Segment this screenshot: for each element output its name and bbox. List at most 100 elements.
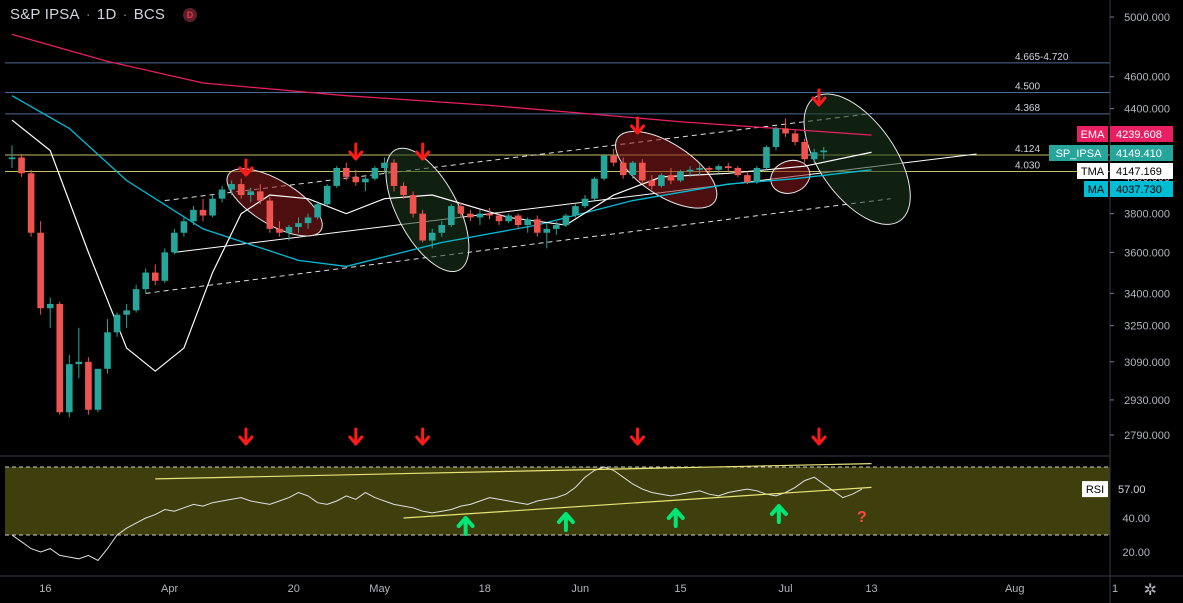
- tag-name: MA: [1088, 184, 1105, 196]
- candle-body: [791, 133, 799, 142]
- candle-body: [94, 368, 102, 410]
- candle-body: [744, 175, 751, 183]
- tag-value-box: [1110, 126, 1173, 142]
- tag-value-box: [1110, 181, 1173, 197]
- candle-body: [763, 147, 770, 168]
- candle-body: [419, 213, 426, 241]
- ema-line: [11, 33, 872, 136]
- tag-value-box: [1110, 145, 1173, 161]
- time-tick-label: Jul: [779, 583, 793, 595]
- candle-body: [514, 215, 522, 226]
- candle-body: [543, 228, 551, 233]
- candle-body: [533, 219, 541, 233]
- up-arrow-icon: [769, 504, 788, 524]
- down-arrow-icon: [238, 427, 254, 446]
- down-arrow-icon: [630, 427, 646, 446]
- candle-body: [495, 215, 503, 222]
- candle-body: [285, 226, 293, 233]
- candle-body: [438, 225, 446, 233]
- down-arrow-icon: [415, 142, 431, 161]
- symbol-name[interactable]: S&P IPSA: [10, 6, 80, 23]
- candle-body: [448, 206, 455, 226]
- candle-body: [801, 141, 808, 160]
- tag-name: EMA: [1081, 129, 1106, 141]
- candle-body: [113, 314, 121, 333]
- candle-body: [257, 191, 264, 201]
- time-tick-label: 18: [479, 583, 491, 595]
- candle-body: [629, 162, 637, 176]
- price-tick-label: 2930.000: [1124, 395, 1170, 407]
- rsi-tag-value: 57.00: [1118, 484, 1146, 496]
- price-tag-ema: EMA 4239.608: [1077, 126, 1173, 142]
- candle-body: [639, 162, 646, 181]
- channel-lower-dashed: [145, 198, 891, 294]
- down-arrow-icon: [348, 427, 364, 446]
- rsi-resistance-line: [155, 463, 872, 480]
- candle-body: [190, 209, 197, 222]
- candle-body: [782, 128, 789, 134]
- tma-line: [11, 119, 872, 372]
- candle-body: [381, 162, 388, 168]
- level-label: 4.665-4.720: [1015, 52, 1069, 63]
- candle-body: [409, 195, 417, 214]
- candle-body: [342, 167, 350, 177]
- settings-gear-icon[interactable]: ✲: [1143, 582, 1157, 599]
- price-tick-label: 3250.000: [1124, 321, 1170, 333]
- down-arrow-icon: [630, 116, 646, 135]
- candle-body: [333, 167, 340, 186]
- price-tick-label: 3800.000: [1124, 209, 1170, 221]
- pattern-ellipse: [226, 168, 323, 237]
- candle-body: [151, 272, 159, 281]
- candle-body: [696, 167, 703, 170]
- candle-body: [171, 232, 178, 253]
- candle-body: [362, 178, 369, 183]
- candle-body: [161, 252, 169, 281]
- candle-body: [524, 219, 531, 226]
- rsi-band-layer: [5, 466, 1110, 536]
- candle-body: [180, 221, 188, 233]
- price-tags: EMA 4239.608 SP_IPSA 4149.410 TMA 4147.169 MA 4…: [1049, 126, 1173, 498]
- rsi-tag-name: RSI: [1086, 484, 1104, 496]
- candle-body: [142, 272, 149, 290]
- header-separator: ·: [122, 6, 128, 23]
- pattern-ellipse: [615, 130, 718, 209]
- price-tick-label: 4400.000: [1124, 104, 1170, 116]
- level-label: 4.500: [1015, 81, 1040, 92]
- exchange-label: BCS: [133, 6, 166, 23]
- candle-body: [266, 200, 274, 229]
- candle-body: [610, 155, 617, 163]
- candle-body: [8, 157, 16, 160]
- time-tick-label: 15: [674, 583, 686, 595]
- candle-body: [352, 176, 360, 183]
- candle-body: [228, 184, 235, 190]
- dividend-badge-icon[interactable]: D: [183, 7, 198, 22]
- candle-body: [467, 213, 474, 218]
- rsi-indicator: [11, 463, 872, 562]
- candle-body: [123, 310, 130, 315]
- candle-body: [247, 191, 255, 196]
- rsi-line: [11, 466, 863, 562]
- candle-body: [400, 185, 407, 196]
- candle-body: [734, 167, 742, 176]
- candle-body: [56, 303, 64, 413]
- time-tick-label: 1: [1112, 583, 1118, 595]
- down-arrow-icon: [238, 158, 254, 177]
- price-tag-tma: TMA 4147.169: [1077, 163, 1173, 179]
- candle-body: [705, 167, 713, 170]
- tag-value: 4239.608: [1116, 129, 1162, 141]
- candle-body: [85, 361, 92, 410]
- down-arrow-icon: [415, 427, 431, 446]
- annotation-arrows: ?: [238, 88, 867, 536]
- tag-value: 4147.169: [1116, 166, 1162, 178]
- candle-body: [132, 289, 140, 311]
- price-tick-label: 2790.000: [1124, 430, 1170, 442]
- candle-body: [46, 303, 54, 309]
- down-arrow-icon: [348, 142, 364, 161]
- interval-label[interactable]: 1D: [96, 6, 117, 23]
- candle-body: [753, 167, 761, 183]
- tag-value: 4149.410: [1116, 148, 1162, 160]
- candle-body: [75, 361, 83, 365]
- rsi-tag: RSI 57.00: [1082, 481, 1146, 498]
- tag-name: SP_IPSA: [1056, 148, 1103, 160]
